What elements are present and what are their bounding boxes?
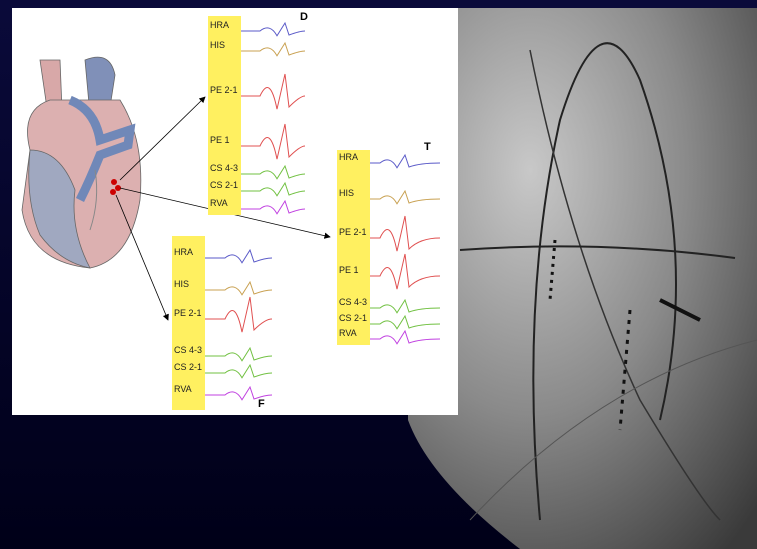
arrow: [119, 96, 206, 181]
channel-label: CS 4-3: [339, 297, 367, 307]
trace: [205, 385, 273, 401]
channel-label: RVA: [210, 198, 228, 208]
trace: [241, 21, 306, 37]
trace: [241, 41, 306, 57]
channel-label: RVA: [339, 328, 357, 338]
trace: [370, 329, 441, 345]
trace: [241, 164, 306, 180]
trace: [370, 314, 441, 330]
trace: [205, 248, 273, 264]
panel-label: T: [424, 141, 431, 153]
channel-label: HRA: [339, 152, 358, 162]
fluoroscopy-image: [408, 8, 757, 549]
trace: [241, 123, 306, 160]
channel-label: PE 1: [210, 135, 230, 145]
trace: [241, 181, 306, 197]
trace: [205, 280, 273, 296]
channel-label: CS 4-3: [174, 345, 202, 355]
channel-strip: [337, 150, 370, 345]
trace: [241, 73, 306, 110]
trace: [241, 199, 306, 215]
channel-label: PE 2-1: [210, 85, 238, 95]
channel-label: CS 2-1: [174, 362, 202, 372]
channel-label: PE 2-1: [339, 227, 367, 237]
trace: [205, 346, 273, 362]
trace: [370, 215, 441, 252]
channel-label: CS 2-1: [210, 180, 238, 190]
trace: [370, 153, 441, 169]
channel-label: HRA: [174, 247, 193, 257]
panel-label: D: [300, 11, 308, 23]
arrow: [115, 194, 169, 321]
trace: [205, 296, 273, 333]
channel-label: PE 1: [339, 265, 359, 275]
channel-strip: [208, 16, 241, 215]
channel-label: CS 2-1: [339, 313, 367, 323]
channel-label: HIS: [174, 279, 189, 289]
panel-label: F: [258, 398, 265, 410]
channel-label: HRA: [210, 20, 229, 30]
channel-label: RVA: [174, 384, 192, 394]
trace: [370, 298, 441, 314]
trace: [370, 253, 441, 290]
channel-strip: [172, 236, 205, 410]
heart-illustration: [21, 56, 142, 269]
channel-label: CS 4-3: [210, 163, 238, 173]
trace: [205, 363, 273, 379]
channel-label: HIS: [210, 40, 225, 50]
channel-label: HIS: [339, 188, 354, 198]
trace: [370, 189, 441, 205]
channel-label: PE 2-1: [174, 308, 202, 318]
